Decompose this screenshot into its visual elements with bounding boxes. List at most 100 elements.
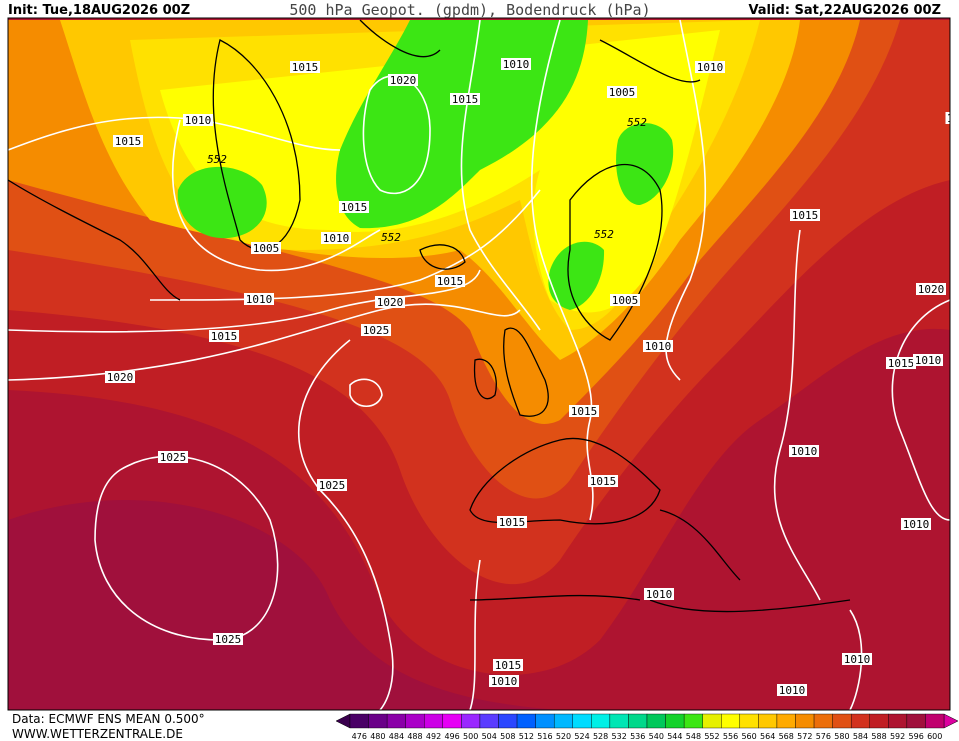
data-source: Data: ECMWF ENS MEAN 0.500° <box>12 712 205 726</box>
colorbar-swatch <box>498 713 518 729</box>
label-box <box>916 283 946 295</box>
label-box <box>790 209 820 221</box>
colorbar-swatch <box>683 713 703 729</box>
colorbar-label: 584 <box>853 732 868 741</box>
label-box <box>209 330 239 342</box>
pressure-label: 1010 <box>697 61 724 74</box>
colorbar-swatch <box>869 713 889 729</box>
pressure-label: 1025 <box>215 633 242 646</box>
pressure-label: 1015 <box>341 201 368 214</box>
colorbar-label: 540 <box>649 732 664 741</box>
colorbar-swatch <box>702 713 722 729</box>
pressure-label: 1005 <box>612 294 639 307</box>
colorbar-swatch <box>832 713 852 729</box>
pressure-label: 1015 <box>452 93 479 106</box>
pressure-label: 1020 <box>107 371 134 384</box>
pressure-label: 1010 <box>903 518 930 531</box>
isobars <box>8 19 950 710</box>
colorbar-label: 496 <box>444 732 459 741</box>
valid-time: Valid: Sat,22AUG2026 00Z <box>748 3 941 18</box>
pressure-label: 1020 <box>377 296 404 309</box>
colorbar-swatch <box>424 713 444 729</box>
colorbar-swatch <box>368 713 388 729</box>
colorbar: 476 480 484 488 492 496 500 504 508 512 516 520 524 5… <box>335 713 959 741</box>
colorbar-label: 488 <box>407 732 422 741</box>
pressure-label: 1010 <box>791 445 818 458</box>
pressure-label: 1025 <box>363 324 390 337</box>
label-box <box>251 242 281 254</box>
label-box <box>435 275 465 287</box>
colorbar-swatch <box>739 713 759 729</box>
pressure-label: 1015 <box>590 475 617 488</box>
label-box <box>158 451 188 463</box>
colorbar-swatch <box>721 713 741 729</box>
colorbar-label: 576 <box>816 732 831 741</box>
label-box <box>489 675 519 687</box>
colorbar-swatch <box>535 713 555 729</box>
pressure-label: 1 <box>947 112 954 125</box>
colorbar-label: 544 <box>667 732 682 741</box>
label-box <box>183 114 213 126</box>
colorbar-label: 500 <box>463 732 478 741</box>
colorbar-label: 568 <box>779 732 794 741</box>
colorbar-label: 532 <box>612 732 627 741</box>
label-box <box>317 479 347 491</box>
colorbar-swatch <box>665 713 685 729</box>
colorbar-label: 592 <box>890 732 905 741</box>
label-box <box>610 294 640 306</box>
pressure-label: 1025 <box>319 479 346 492</box>
colorbar-swatch <box>591 713 611 729</box>
map-frame <box>7 17 951 711</box>
colorbar-label: 552 <box>704 732 719 741</box>
label-box <box>450 93 480 105</box>
label-box <box>842 653 872 665</box>
label-box <box>290 61 320 73</box>
label-box <box>644 588 674 600</box>
colorbar-label: 484 <box>389 732 404 741</box>
label-box <box>643 340 673 352</box>
colorbar-label: 528 <box>593 732 608 741</box>
map-title: 500 hPa Geopot. (gpdm), Bodendruck (hPa) <box>289 1 650 19</box>
height-label: 552 <box>594 228 614 241</box>
colorbar-label: 504 <box>482 732 497 741</box>
colorbar-swatch <box>888 713 908 729</box>
colorbar-label: 508 <box>500 732 515 741</box>
colorbar-swatch <box>628 713 648 729</box>
colorbar-label: 512 <box>519 732 534 741</box>
pressure-label: 1005 <box>609 86 636 99</box>
colorbar-label: 524 <box>574 732 589 741</box>
colorbar-under <box>335 713 351 729</box>
pressure-label: 1020 <box>918 283 945 296</box>
label-box <box>695 61 725 73</box>
label-box <box>901 518 931 530</box>
label-box <box>607 86 637 98</box>
height-label: 552 <box>207 153 227 166</box>
label-box <box>339 201 369 213</box>
height-label: 552 <box>381 231 401 244</box>
colorbar-swatch <box>461 713 481 729</box>
colorbar-label: 572 <box>797 732 812 741</box>
pressure-label: 1010 <box>779 684 806 697</box>
colorbar-label: 520 <box>556 732 571 741</box>
colorbar-swatch <box>442 713 462 729</box>
colorbar-label: 560 <box>741 732 756 741</box>
label-box <box>886 357 916 369</box>
label-box <box>361 324 391 336</box>
label-box <box>588 475 618 487</box>
pressure-label: 1015 <box>495 659 522 672</box>
label-box <box>388 74 418 86</box>
pressure-label: 1015 <box>292 61 319 74</box>
label-box <box>945 112 950 124</box>
website: WWW.WETTERZENTRALE.DE <box>12 727 183 741</box>
colorbar-label: 596 <box>909 732 924 741</box>
colorbar-label: 580 <box>834 732 849 741</box>
pressure-label: 1020 <box>390 74 417 87</box>
pressure-label: 1010 <box>645 340 672 353</box>
colorbar-label: 548 <box>686 732 701 741</box>
colorbar-swatch <box>479 713 499 729</box>
pressure-label: 1010 <box>491 675 518 688</box>
colorbar-swatch <box>776 713 796 729</box>
colorbar-swatch <box>609 713 629 729</box>
pressure-label: 1010 <box>844 653 871 666</box>
map: 1015 1010 1015 1020 1015 1010 1010 1005 1015 1010… <box>8 18 954 710</box>
